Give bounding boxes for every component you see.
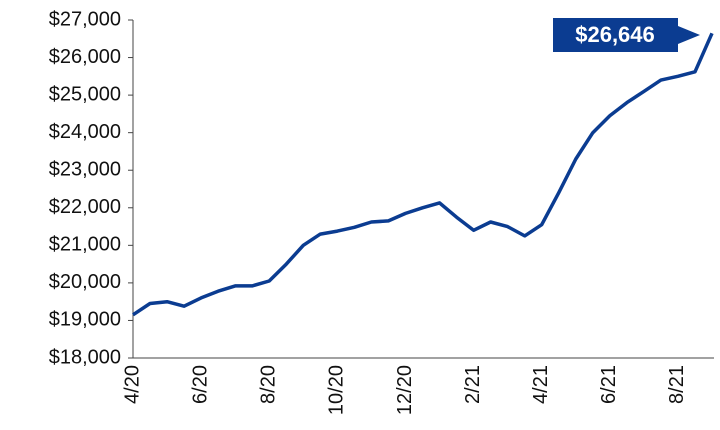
x-tick-label: 4/20	[121, 365, 143, 404]
annotation-box	[553, 18, 678, 52]
y-tick-label: $18,000	[49, 346, 121, 368]
y-tick-label: $22,000	[49, 196, 121, 218]
x-tick-label: 12/20	[394, 365, 416, 415]
annotation-arrow	[678, 26, 700, 44]
y-tick-label: $26,000	[49, 46, 121, 68]
y-tick-label: $21,000	[49, 234, 121, 256]
y-tick-label: $25,000	[49, 83, 121, 105]
x-tick-label: 2/21	[462, 365, 484, 404]
y-tick-label: $20,000	[49, 271, 121, 293]
y-tick-label: $27,000	[49, 8, 121, 30]
x-tick-label: 6/21	[598, 365, 620, 404]
x-tick-label: 10/20	[326, 365, 348, 415]
line-series	[132, 32, 714, 317]
annotation-text: $26,646	[575, 22, 655, 47]
x-tick-label: 8/21	[666, 365, 688, 404]
y-tick-label: $23,000	[49, 159, 121, 181]
x-tick-label: 8/20	[258, 365, 280, 404]
x-tick-label: 4/21	[530, 365, 552, 404]
y-tick-label: $24,000	[49, 121, 121, 143]
y-tick-label: $19,000	[49, 309, 121, 331]
x-tick-label: 6/20	[189, 365, 211, 404]
annotation: $26,646	[553, 18, 700, 52]
